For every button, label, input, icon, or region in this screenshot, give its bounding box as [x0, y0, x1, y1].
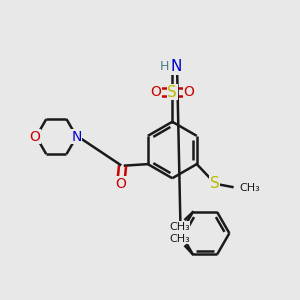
- Text: H: H: [160, 60, 170, 73]
- Text: O: O: [151, 85, 161, 99]
- Text: N: N: [71, 130, 82, 144]
- Text: O: O: [183, 85, 194, 99]
- Text: S: S: [210, 176, 220, 191]
- Text: O: O: [29, 130, 40, 144]
- Text: CH₃: CH₃: [239, 183, 260, 193]
- Text: N: N: [170, 59, 182, 74]
- Text: CH₃: CH₃: [169, 222, 190, 232]
- Text: CH₃: CH₃: [169, 234, 190, 244]
- Text: S: S: [167, 85, 177, 100]
- Text: O: O: [116, 177, 127, 191]
